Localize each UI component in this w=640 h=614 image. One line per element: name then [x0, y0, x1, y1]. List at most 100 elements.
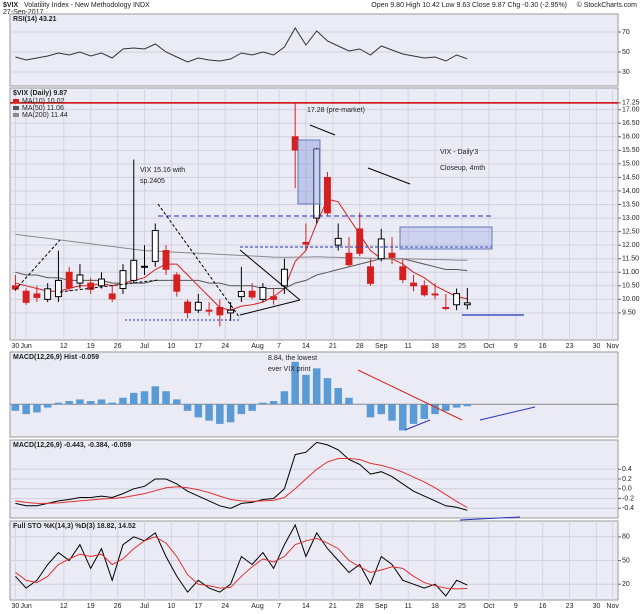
- bar: [388, 404, 396, 421]
- candle-body: [442, 306, 450, 309]
- candle-body: [11, 285, 19, 290]
- candle-body: [463, 302, 471, 306]
- candle-body: [130, 259, 138, 281]
- candle-body: [302, 241, 310, 245]
- x-tick-label: 18: [431, 603, 439, 610]
- trend-line: [404, 419, 431, 431]
- y-tick-label: 13.00: [622, 215, 640, 222]
- y-tick-label: 14.00: [622, 188, 640, 195]
- legend-swatch: [13, 99, 19, 103]
- bar: [108, 402, 116, 405]
- x-tick-label: 19: [87, 343, 95, 350]
- instrument-name: Volatility Index - New Methodology INDX: [24, 2, 150, 9]
- x-tick-label: 24: [221, 343, 229, 350]
- y-tick-label: -0.4: [622, 505, 634, 512]
- series-line: [15, 27, 468, 63]
- candle-body: [108, 293, 116, 300]
- panel-title: MACD(12,26,9) Hist -0.059: [13, 354, 99, 361]
- y-tick-label: 50: [622, 49, 630, 56]
- bar: [463, 404, 472, 407]
- x-tick-label: 16: [539, 343, 547, 350]
- candle-body: [291, 136, 299, 151]
- candle-body: [173, 274, 181, 292]
- x-tick-label: 30: [11, 343, 19, 350]
- x-tick-label: Oct: [483, 603, 494, 610]
- x-tick-label: Aug: [251, 343, 264, 350]
- y-tick-label: 12.50: [622, 228, 640, 235]
- candle-body: [141, 265, 148, 268]
- candle-body: [33, 293, 41, 298]
- y-tick-label: 9.50: [622, 310, 636, 317]
- series-line: [15, 523, 468, 597]
- y-tick-label: 10.00: [622, 296, 640, 303]
- x-tick-label: 23: [566, 603, 574, 610]
- annotation: Closeup, 4mth: [440, 165, 485, 172]
- x-tick-label: Oct: [483, 343, 494, 350]
- bar: [345, 397, 353, 405]
- y-tick-label: 17.25: [622, 100, 640, 107]
- x-tick-label: 10: [168, 603, 176, 610]
- highlight-box: [297, 139, 321, 205]
- bar: [65, 401, 73, 405]
- bar: [33, 404, 41, 413]
- candle-body: [270, 296, 278, 300]
- x-tick-label: 7: [277, 603, 281, 610]
- candle-body: [194, 301, 202, 311]
- candle-body: [345, 252, 353, 266]
- candle-body: [151, 230, 159, 262]
- bar: [420, 404, 429, 420]
- candle-body: [323, 176, 331, 214]
- bar: [183, 404, 192, 411]
- candle-body: [420, 285, 428, 296]
- trend-line: [239, 249, 301, 301]
- bar: [409, 404, 418, 424]
- candle-body: [399, 266, 407, 281]
- candle-body: [227, 309, 235, 314]
- trend-line: [479, 406, 536, 421]
- x-tick-label: Sep: [375, 603, 388, 610]
- candle-body: [119, 270, 127, 290]
- x-tick-label: 24: [221, 603, 229, 610]
- panel-title: RSI(14) 43.21: [13, 16, 57, 23]
- x-tick-label: 26: [114, 343, 122, 350]
- y-tick-label: 70: [622, 29, 630, 36]
- x-tick-label: 7: [277, 343, 281, 350]
- trend-line: [367, 167, 411, 185]
- bar: [173, 399, 181, 405]
- y-tick-label: 80: [622, 534, 630, 541]
- annotation: VIX - Daily'3: [440, 149, 478, 156]
- x-tick-label: 28: [356, 343, 364, 350]
- annotation: ever VIX print: [268, 366, 310, 373]
- bar: [452, 404, 461, 408]
- candle-body: [367, 266, 374, 284]
- y-tick-label: 13.50: [622, 201, 640, 208]
- x-tick-label: 30: [11, 603, 19, 610]
- bar: [237, 404, 246, 415]
- bar: [399, 404, 407, 431]
- bar: [54, 402, 63, 405]
- bar: [76, 399, 84, 405]
- trend-line: [14, 239, 61, 291]
- y-tick-label: 11.50: [622, 256, 639, 263]
- trend-line: [309, 124, 336, 136]
- candle-body: [22, 290, 30, 303]
- y-tick-label: -0.2: [622, 495, 634, 502]
- date: 27-Sep-2017: [3, 9, 44, 16]
- bar: [216, 404, 224, 424]
- trend-line: [157, 203, 241, 319]
- legend-label: MA(200) 11.44: [22, 112, 68, 119]
- bar: [366, 404, 375, 418]
- x-tick-label: 17: [194, 603, 202, 610]
- bar: [151, 386, 160, 405]
- candle-body: [248, 290, 256, 298]
- x-tick-label: 12: [60, 343, 68, 350]
- candle-body: [431, 293, 439, 296]
- candle-body: [216, 306, 224, 316]
- x-tick-label: Sep: [375, 343, 388, 350]
- trend-line: [357, 369, 463, 421]
- series-line: [15, 458, 468, 508]
- drawings: VIX 15.16 with sp.2405 17.28 (pre-market) V…: [14, 107, 536, 521]
- x-tick-label: 11: [405, 343, 412, 350]
- bar: [334, 387, 342, 405]
- x-tick-label: 16: [539, 603, 547, 610]
